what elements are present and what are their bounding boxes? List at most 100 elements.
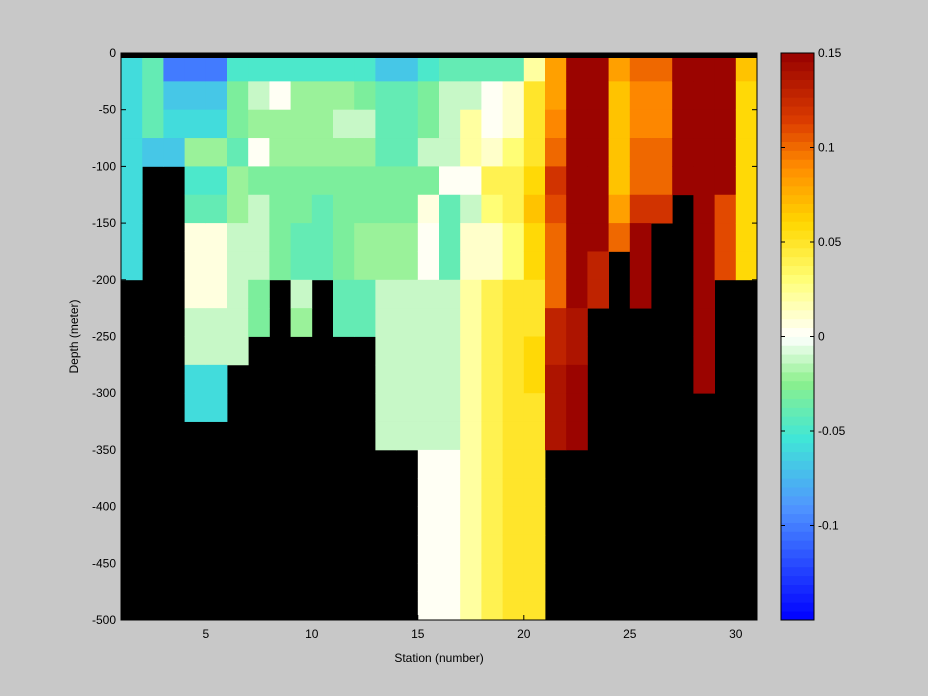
heatmap-cell bbox=[227, 279, 249, 309]
heatmap-cell bbox=[333, 166, 355, 196]
heatmap-cell bbox=[439, 534, 461, 564]
y-tick-label: -250 bbox=[92, 330, 116, 344]
colorbar-segment bbox=[781, 504, 814, 515]
colorbar-segment bbox=[781, 380, 814, 391]
heatmap-cell bbox=[333, 223, 355, 252]
heatmap-cell bbox=[439, 478, 461, 507]
heatmap-cell bbox=[354, 81, 376, 111]
heatmap-cell bbox=[375, 194, 397, 224]
heatmap-cell bbox=[608, 138, 631, 167]
heatmap-cell bbox=[566, 53, 588, 82]
heatmap-cell bbox=[290, 138, 313, 167]
y-tick-label: -150 bbox=[92, 216, 116, 230]
colorbar-segment bbox=[781, 584, 814, 594]
heatmap-cell bbox=[311, 251, 334, 281]
colorbar-segment bbox=[781, 168, 814, 178]
colorbar-segment bbox=[781, 495, 814, 506]
heatmap-cell bbox=[375, 251, 397, 281]
heatmap-cell bbox=[417, 308, 440, 337]
heatmap-cell bbox=[714, 138, 737, 167]
heatmap-cell bbox=[587, 223, 609, 252]
colorbar-segment bbox=[781, 159, 814, 169]
colorbar-segment bbox=[781, 478, 814, 488]
heatmap-cell bbox=[375, 364, 397, 394]
y-tick-label: -50 bbox=[99, 103, 117, 117]
heatmap-cell bbox=[439, 449, 461, 479]
heatmap-cell bbox=[333, 279, 355, 309]
heatmap-cell bbox=[693, 223, 715, 252]
heatmap-cell bbox=[481, 194, 503, 224]
heatmap-cell bbox=[396, 393, 419, 422]
colorbar-segment bbox=[781, 301, 814, 311]
heatmap-cell bbox=[375, 336, 397, 366]
heatmap-cell bbox=[629, 279, 652, 309]
heatmap-cell bbox=[566, 81, 588, 111]
heatmap-cell bbox=[460, 449, 482, 479]
heatmap-cell bbox=[714, 81, 737, 111]
heatmap-cell bbox=[502, 194, 525, 224]
colorbar-segment bbox=[781, 540, 814, 550]
colorbar-segment bbox=[781, 97, 814, 107]
heatmap-cell bbox=[460, 364, 482, 394]
colorbar-segment bbox=[781, 354, 814, 364]
heatmap-cell bbox=[545, 81, 567, 111]
heatmap-cell bbox=[396, 194, 419, 224]
heatmap-cell bbox=[566, 279, 588, 309]
heatmap-cell bbox=[439, 563, 461, 593]
heatmap-cell bbox=[735, 81, 758, 111]
colorbar-segment bbox=[781, 265, 814, 275]
heatmap-cell bbox=[460, 81, 482, 111]
heatmap-cell bbox=[205, 109, 228, 139]
heatmap-cell bbox=[184, 81, 207, 111]
heatmap-cell bbox=[545, 279, 567, 309]
y-tick-label: -450 bbox=[92, 556, 116, 570]
heatmap-cell bbox=[502, 81, 525, 111]
heatmap-cell bbox=[460, 591, 482, 621]
colorbar-tick-label: 0.1 bbox=[818, 141, 835, 155]
heatmap-cell bbox=[566, 364, 588, 394]
heatmap-cell bbox=[523, 138, 546, 167]
heatmap-cell bbox=[417, 591, 440, 621]
heatmap-cell bbox=[354, 279, 376, 309]
heatmap-cell bbox=[545, 138, 567, 167]
heatmap-cell bbox=[651, 138, 673, 167]
heatmap-cell bbox=[333, 194, 355, 224]
colorbar-segment bbox=[781, 203, 814, 213]
heatmap-cell bbox=[629, 109, 652, 139]
heatmap-cell bbox=[248, 81, 270, 111]
heatmap-cell bbox=[523, 308, 546, 337]
heatmap-cell bbox=[629, 138, 652, 167]
x-tick-label: 15 bbox=[411, 627, 425, 641]
colorbar-segment bbox=[781, 469, 814, 479]
colorbar-segment bbox=[781, 88, 814, 98]
colorbar-segment bbox=[781, 425, 814, 435]
heatmap-cell bbox=[735, 166, 758, 196]
colorbar-tick-label: 0.15 bbox=[818, 46, 842, 60]
heatmap-cell bbox=[693, 336, 715, 366]
heatmap-cell bbox=[502, 109, 525, 139]
colorbar-segment bbox=[781, 451, 814, 461]
colorbar-segment bbox=[781, 79, 814, 89]
heatmap-cell bbox=[354, 194, 376, 224]
heatmap-cell bbox=[375, 308, 397, 337]
heatmap-cell bbox=[693, 308, 715, 337]
heatmap-cell bbox=[481, 138, 503, 167]
heatmap-cell bbox=[417, 364, 440, 394]
heatmap-cell bbox=[460, 223, 482, 252]
heatmap-cell bbox=[121, 109, 143, 139]
heatmap-cell bbox=[502, 449, 525, 479]
heatmap-cell bbox=[629, 166, 652, 196]
heatmap-cell bbox=[417, 478, 440, 507]
heatmap-cell bbox=[587, 81, 609, 111]
heatmap-cell bbox=[523, 506, 546, 536]
colorbar-tick-label: 0.05 bbox=[818, 235, 842, 249]
heatmap-cell bbox=[523, 534, 546, 564]
heatmap-cell bbox=[502, 364, 525, 394]
heatmap-cell bbox=[502, 166, 525, 196]
heatmap-cell bbox=[354, 308, 376, 337]
colorbar-segment bbox=[781, 106, 814, 116]
heatmap-cell bbox=[672, 138, 694, 167]
heatmap-cell bbox=[523, 563, 546, 593]
heatmap-cell bbox=[460, 336, 482, 366]
heatmap-cell bbox=[184, 364, 207, 394]
